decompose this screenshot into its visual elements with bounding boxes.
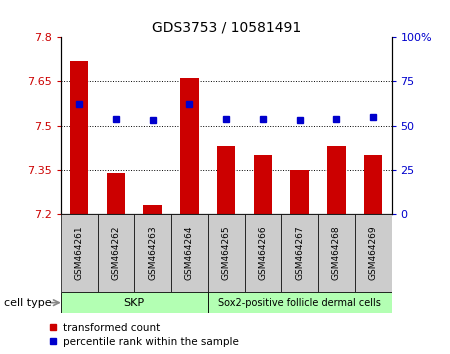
- Bar: [180, 79, 198, 214]
- Text: Sox2-positive follicle dermal cells: Sox2-positive follicle dermal cells: [218, 298, 381, 308]
- Text: cell type: cell type: [4, 298, 52, 308]
- Bar: [254, 155, 272, 214]
- Text: GSM464267: GSM464267: [295, 226, 304, 280]
- Bar: [327, 146, 346, 214]
- Text: GSM464269: GSM464269: [369, 226, 378, 280]
- Text: GSM464262: GSM464262: [112, 226, 121, 280]
- Text: GSM464261: GSM464261: [75, 226, 84, 280]
- Bar: [107, 173, 125, 214]
- Bar: [217, 146, 235, 214]
- Bar: [244, 214, 281, 292]
- Bar: [364, 155, 382, 214]
- Text: GSM464264: GSM464264: [185, 226, 194, 280]
- Text: GSM464266: GSM464266: [258, 226, 267, 280]
- Bar: [281, 214, 318, 292]
- Bar: [134, 214, 171, 292]
- Bar: [171, 214, 208, 292]
- Bar: [208, 214, 244, 292]
- Text: GSM464268: GSM464268: [332, 226, 341, 280]
- Bar: [61, 292, 208, 313]
- Bar: [98, 214, 134, 292]
- Bar: [70, 61, 88, 214]
- Bar: [355, 214, 392, 292]
- Text: GSM464265: GSM464265: [221, 226, 230, 280]
- Text: SKP: SKP: [124, 298, 145, 308]
- Text: GSM464263: GSM464263: [148, 226, 157, 280]
- Bar: [208, 292, 392, 313]
- Title: GDS3753 / 10581491: GDS3753 / 10581491: [152, 21, 301, 35]
- Bar: [290, 170, 309, 214]
- Bar: [61, 214, 98, 292]
- Bar: [318, 214, 355, 292]
- Legend: transformed count, percentile rank within the sample: transformed count, percentile rank withi…: [44, 319, 243, 351]
- Bar: [144, 205, 162, 214]
